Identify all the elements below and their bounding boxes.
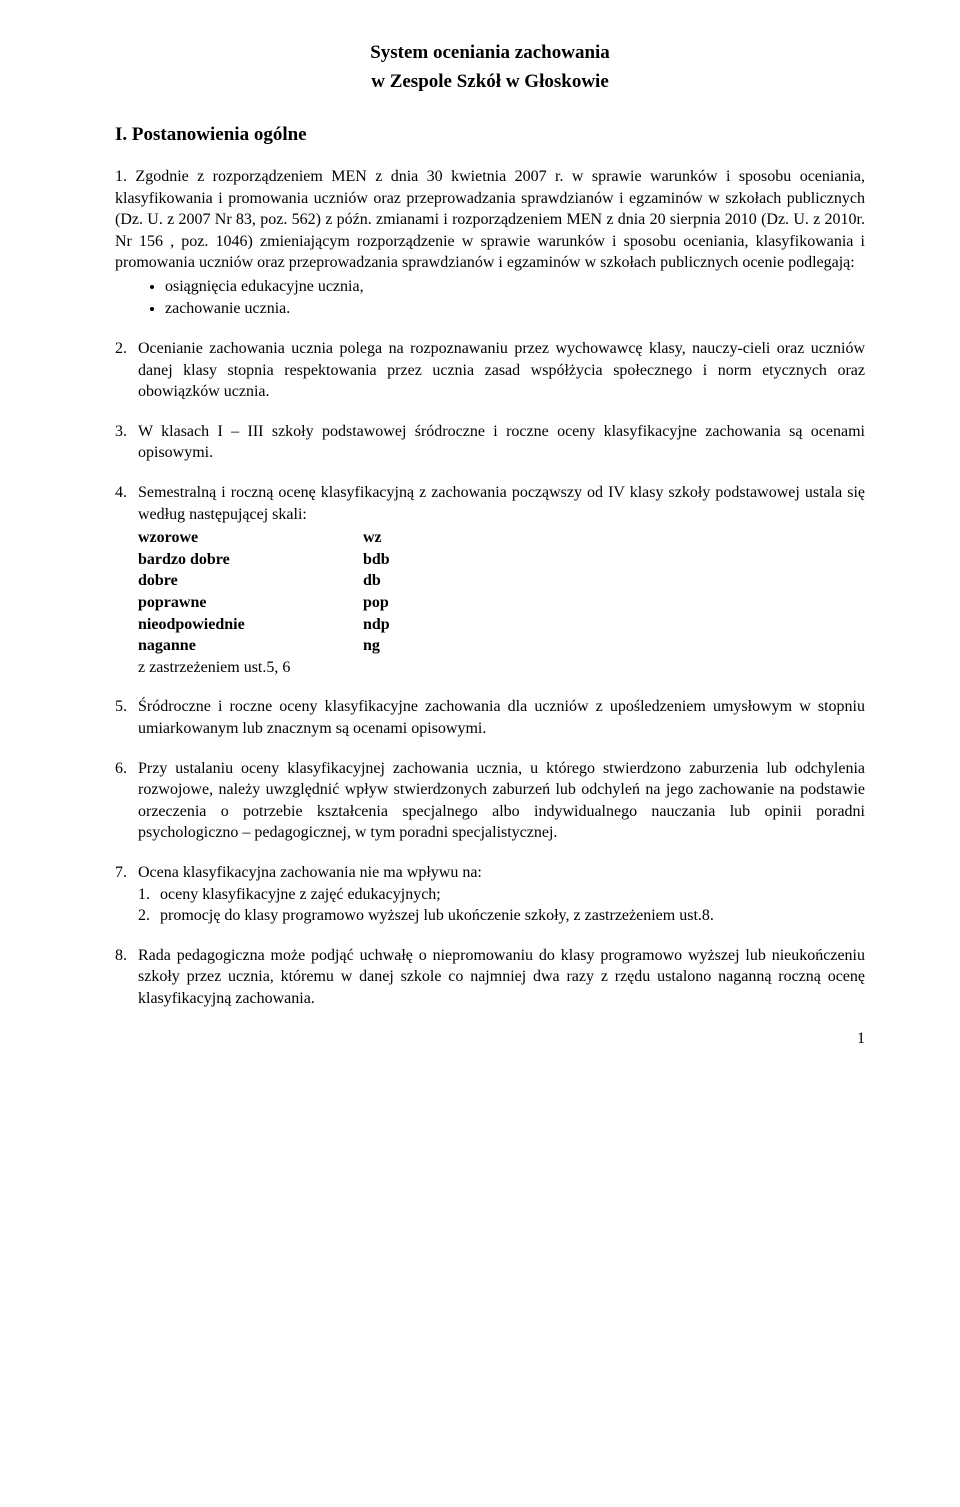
grade-row: bardzo dobre bdb [138,549,865,571]
document-title: System oceniania zachowania [115,40,865,66]
item-body: Ocena klasyfikacyjna zachowania nie ma w… [138,862,865,884]
item-number: 6. [115,758,138,844]
grade-name: poprawne [138,592,363,614]
sub-item: 1. oceny klasyfikacyjne z zajęć edukacyj… [115,884,865,906]
item-2: 2. Ocenianie zachowania ucznia polega na… [115,338,865,403]
paragraph-1-text: 1. Zgodnie z rozporządzeniem MEN z dnia … [115,168,865,271]
item-body: Przy ustalaniu oceny klasyfikacyjnej zac… [138,758,865,844]
paragraph-1-bullets: osiągnięcia edukacyjne ucznia, zachowani… [115,276,865,320]
item-8: 8. Rada pedagogiczna może podjąć uchwałę… [115,945,865,1010]
item-3: 3. W klasach I – III szkoły podstawowej … [115,421,865,464]
sub-item-body: oceny klasyfikacyjne z zajęć edukacyjnyc… [160,884,865,906]
grade-name: nieodpowiednie [138,614,363,636]
item-7: 7. Ocena klasyfikacyjna zachowania nie m… [115,862,865,927]
grade-row: wzorowe wz [138,527,865,549]
item-number: 5. [115,696,138,739]
grade-code: pop [363,592,389,614]
grade-row: dobre db [138,570,865,592]
item-number: 4. [115,482,138,525]
grade-table: wzorowe wz bardzo dobre bdb dobre db pop… [138,527,865,657]
item-number: 8. [115,945,138,1010]
grade-name: bardzo dobre [138,549,363,571]
grade-code: ng [363,635,380,657]
sub-item: 2. promocję do klasy programowo wyższej … [115,905,865,927]
item-number: 3. [115,421,138,464]
item-6: 6. Przy ustalaniu oceny klasyfikacyjnej … [115,758,865,844]
section-heading: I. Postanowienia ogólne [115,122,865,148]
grade-row: poprawne pop [138,592,865,614]
item-number: 7. [115,862,138,884]
item-body: Semestralną i roczną ocenę klasyfikacyjn… [138,482,865,525]
item-body: Śródroczne i roczne oceny klasyfikacyjne… [138,696,865,739]
bullet-item: zachowanie ucznia. [165,298,865,320]
grade-row: nieodpowiednie ndp [138,614,865,636]
grade-name: wzorowe [138,527,363,549]
sub-item-body: promocję do klasy programowo wyższej lub… [160,905,865,927]
bullet-item: osiągnięcia edukacyjne ucznia, [165,276,865,298]
sub-item-number: 1. [138,884,160,906]
item-4: 4. Semestralną i roczną ocenę klasyfikac… [115,482,865,678]
sub-item-number: 2. [138,905,160,927]
item-number: 2. [115,338,138,403]
document-subtitle: w Zespole Szkół w Głoskowie [115,69,865,95]
item-body: Rada pedagogiczna może podjąć uchwałę o … [138,945,865,1010]
grade-code: ndp [363,614,390,636]
grade-code: db [363,570,381,592]
grade-name: dobre [138,570,363,592]
grade-code: wz [363,527,382,549]
grade-row: naganne ng [138,635,865,657]
grade-note: z zastrzeżeniem ust.5, 6 [138,657,865,679]
page-number: 1 [115,1028,865,1050]
item-body: Ocenianie zachowania ucznia polega na ro… [138,338,865,403]
item-5: 5. Śródroczne i roczne oceny klasyfikacy… [115,696,865,739]
grade-name: naganne [138,635,363,657]
paragraph-1: 1. Zgodnie z rozporządzeniem MEN z dnia … [115,166,865,320]
item-body: W klasach I – III szkoły podstawowej śró… [138,421,865,464]
grade-code: bdb [363,549,390,571]
